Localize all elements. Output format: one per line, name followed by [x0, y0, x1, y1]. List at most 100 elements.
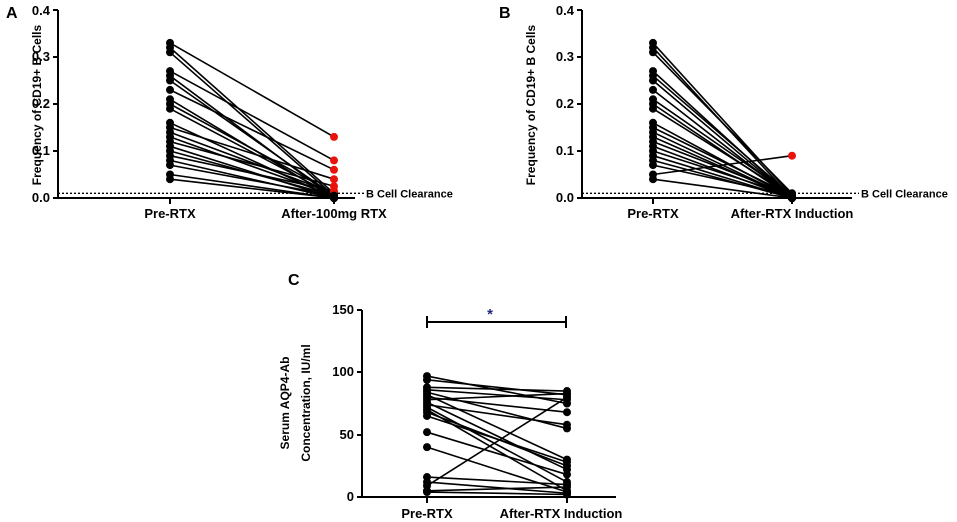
- panel-c-pair-line: [426, 396, 568, 414]
- panel-c-point-pre: [423, 488, 431, 497]
- panel-c-axes: [357, 309, 616, 503]
- panel-a-marks: [166, 38, 338, 202]
- panel-c-point-post: [563, 458, 571, 467]
- panel-a-pair-line: [169, 126, 335, 180]
- panel-c-point-post: [563, 420, 571, 429]
- panel-c-pair-line: [426, 476, 568, 486]
- panel-a-y-tick-label: 0.1: [32, 143, 50, 158]
- panel-a-y-tick-label: 0.0: [32, 190, 50, 205]
- panel-a-y-tick-label: 0.3: [32, 49, 50, 64]
- panel-a-y-tick-label: 0.4: [32, 3, 51, 18]
- panel-b-pair-line: [652, 145, 793, 199]
- panel-a-pair-line: [169, 131, 335, 195]
- panel-b-pair-line: [652, 108, 793, 197]
- panel-c-pair-line: [426, 446, 568, 493]
- panel-a-x-category-label: After-100mg RTX: [281, 206, 387, 221]
- panel-b-y-tick-label: 0.3: [556, 49, 574, 64]
- panel-b-clearance-label: B Cell Clearance: [861, 188, 948, 200]
- panel-b-y-tick-label: 0.2: [556, 96, 574, 111]
- panel-a-pair-line: [169, 70, 335, 162]
- panel-b-pair-line: [652, 122, 793, 199]
- panel-b-pair-line: [652, 154, 793, 176]
- panel-b-pair-line: [652, 126, 793, 197]
- panel-c-y-tick-labels: 0 50 100 150: [332, 302, 354, 504]
- panel-b-y-tick-label: 0.0: [556, 190, 574, 205]
- panel-letter-a: A: [6, 5, 18, 22]
- panel-b-point-pre: [649, 175, 657, 184]
- panel-c-point-post: [563, 408, 571, 417]
- panel-c-pair-line: [426, 401, 568, 471]
- panel-a-clearance-label: B Cell Clearance: [366, 188, 453, 200]
- panel-a-pair-line: [169, 47, 335, 194]
- panel-c-point-pre: [423, 375, 431, 384]
- panel-a-pair-line: [169, 159, 335, 199]
- panel-b-axes: [577, 9, 852, 204]
- panel-b-pair-line: [652, 75, 793, 197]
- panel-b-y-axis-title: Frequency of CD19+ B Cells: [524, 24, 538, 185]
- panel-c-pair-line: [426, 491, 568, 496]
- panel-a-pair-line: [169, 178, 335, 199]
- panel-c-pair-line: [426, 392, 568, 401]
- panel-c-pair-line: [426, 394, 568, 461]
- panel-b-point-pre: [649, 85, 657, 94]
- panel-c-pair-line: [426, 486, 568, 492]
- panel-b-pair-line: [652, 140, 793, 197]
- panel-c-y-axis-title-line2: Concentration, IU/ml: [299, 344, 313, 461]
- panel-c-y-tick-label: 100: [332, 364, 354, 379]
- panel-b-pair-line: [652, 178, 793, 199]
- panel-c-x-category-label: After-RTX Induction: [500, 506, 623, 521]
- panel-c-point-pre: [423, 428, 431, 437]
- panel-c-y-tick-label: 150: [332, 302, 354, 317]
- panel-a-point-pre: [166, 161, 174, 170]
- panel-a-x-category-label: Pre-RTX: [144, 206, 196, 221]
- panel-a-pair-line: [169, 145, 335, 199]
- panel-b-y-tick-label: 0.4: [556, 3, 575, 18]
- panel-b-x-category-label: Pre-RTX: [627, 206, 679, 221]
- panel-b-pair-line: [652, 98, 793, 197]
- panel-b-x-category-label: After-RTX Induction: [731, 206, 854, 221]
- panel-b-y-tick-labels: 0.0 0.1 0.2 0.3 0.4: [556, 3, 575, 205]
- panel-a-pair-line: [169, 42, 335, 138]
- panel-c-point-post: [563, 490, 571, 499]
- panel-c-pair-line: [426, 396, 568, 487]
- panel-b-point-pre: [649, 76, 657, 85]
- panel-b-pair-line: [652, 159, 793, 199]
- panel-c-pair-line: [426, 388, 568, 401]
- panel-a-pair-line: [169, 79, 335, 197]
- panel-a-y-tick-labels: 0.0 0.1 0.2 0.3 0.4: [32, 3, 51, 205]
- panel-a-point-pre: [166, 76, 174, 85]
- panel-a-y-tick-label: 0.2: [32, 96, 50, 111]
- panel-b-y-tick-label: 0.1: [556, 143, 574, 158]
- panel-a-pair-line: [169, 164, 335, 197]
- panel-b-pair-line: [652, 70, 793, 199]
- panel-a-connector-lines: [169, 42, 335, 199]
- panel-c-y-axis-title-line1: Serum AQP4-Ab: [278, 357, 292, 450]
- panel-a-point-pre: [166, 48, 174, 57]
- panel-b-pair-line: [652, 150, 793, 197]
- panel-b-point-pre: [649, 104, 657, 113]
- panel-a-y-axis-title: Frequency of CD19+ B Cells: [30, 24, 44, 185]
- panel-c-point-post: [563, 393, 571, 402]
- panel-c-point-pre: [423, 443, 431, 452]
- panel-a-data-points: [166, 38, 338, 202]
- panel-a-pair-line: [169, 107, 335, 197]
- panel-a-point-post: [330, 156, 338, 165]
- panel-a: A Frequency of CD19+ B Cells 0.0 0.1 0.2…: [6, 3, 453, 221]
- panel-c-x-category-label: Pre-RTX: [401, 506, 453, 521]
- panel-c-point-post: [563, 470, 571, 479]
- panel-b-point-post: [788, 194, 796, 202]
- panel-c-point-post: [563, 483, 571, 492]
- panel-b-marks: [649, 38, 796, 202]
- panel-b-connector-lines: [652, 42, 793, 199]
- panel-b-pair-line: [652, 79, 793, 199]
- panel-b-point-pre: [649, 161, 657, 170]
- panel-c-significance-star: *: [487, 306, 493, 323]
- panel-a-axes: [53, 9, 355, 204]
- panel-c-point-pre: [423, 411, 431, 420]
- panel-c-y-tick-label: 50: [340, 427, 354, 442]
- panel-c-significance-bracket: [426, 316, 567, 328]
- panel-b-point-pre: [649, 48, 657, 57]
- panel-a-point-post: [330, 175, 338, 184]
- panel-c-pair-line: [426, 481, 568, 495]
